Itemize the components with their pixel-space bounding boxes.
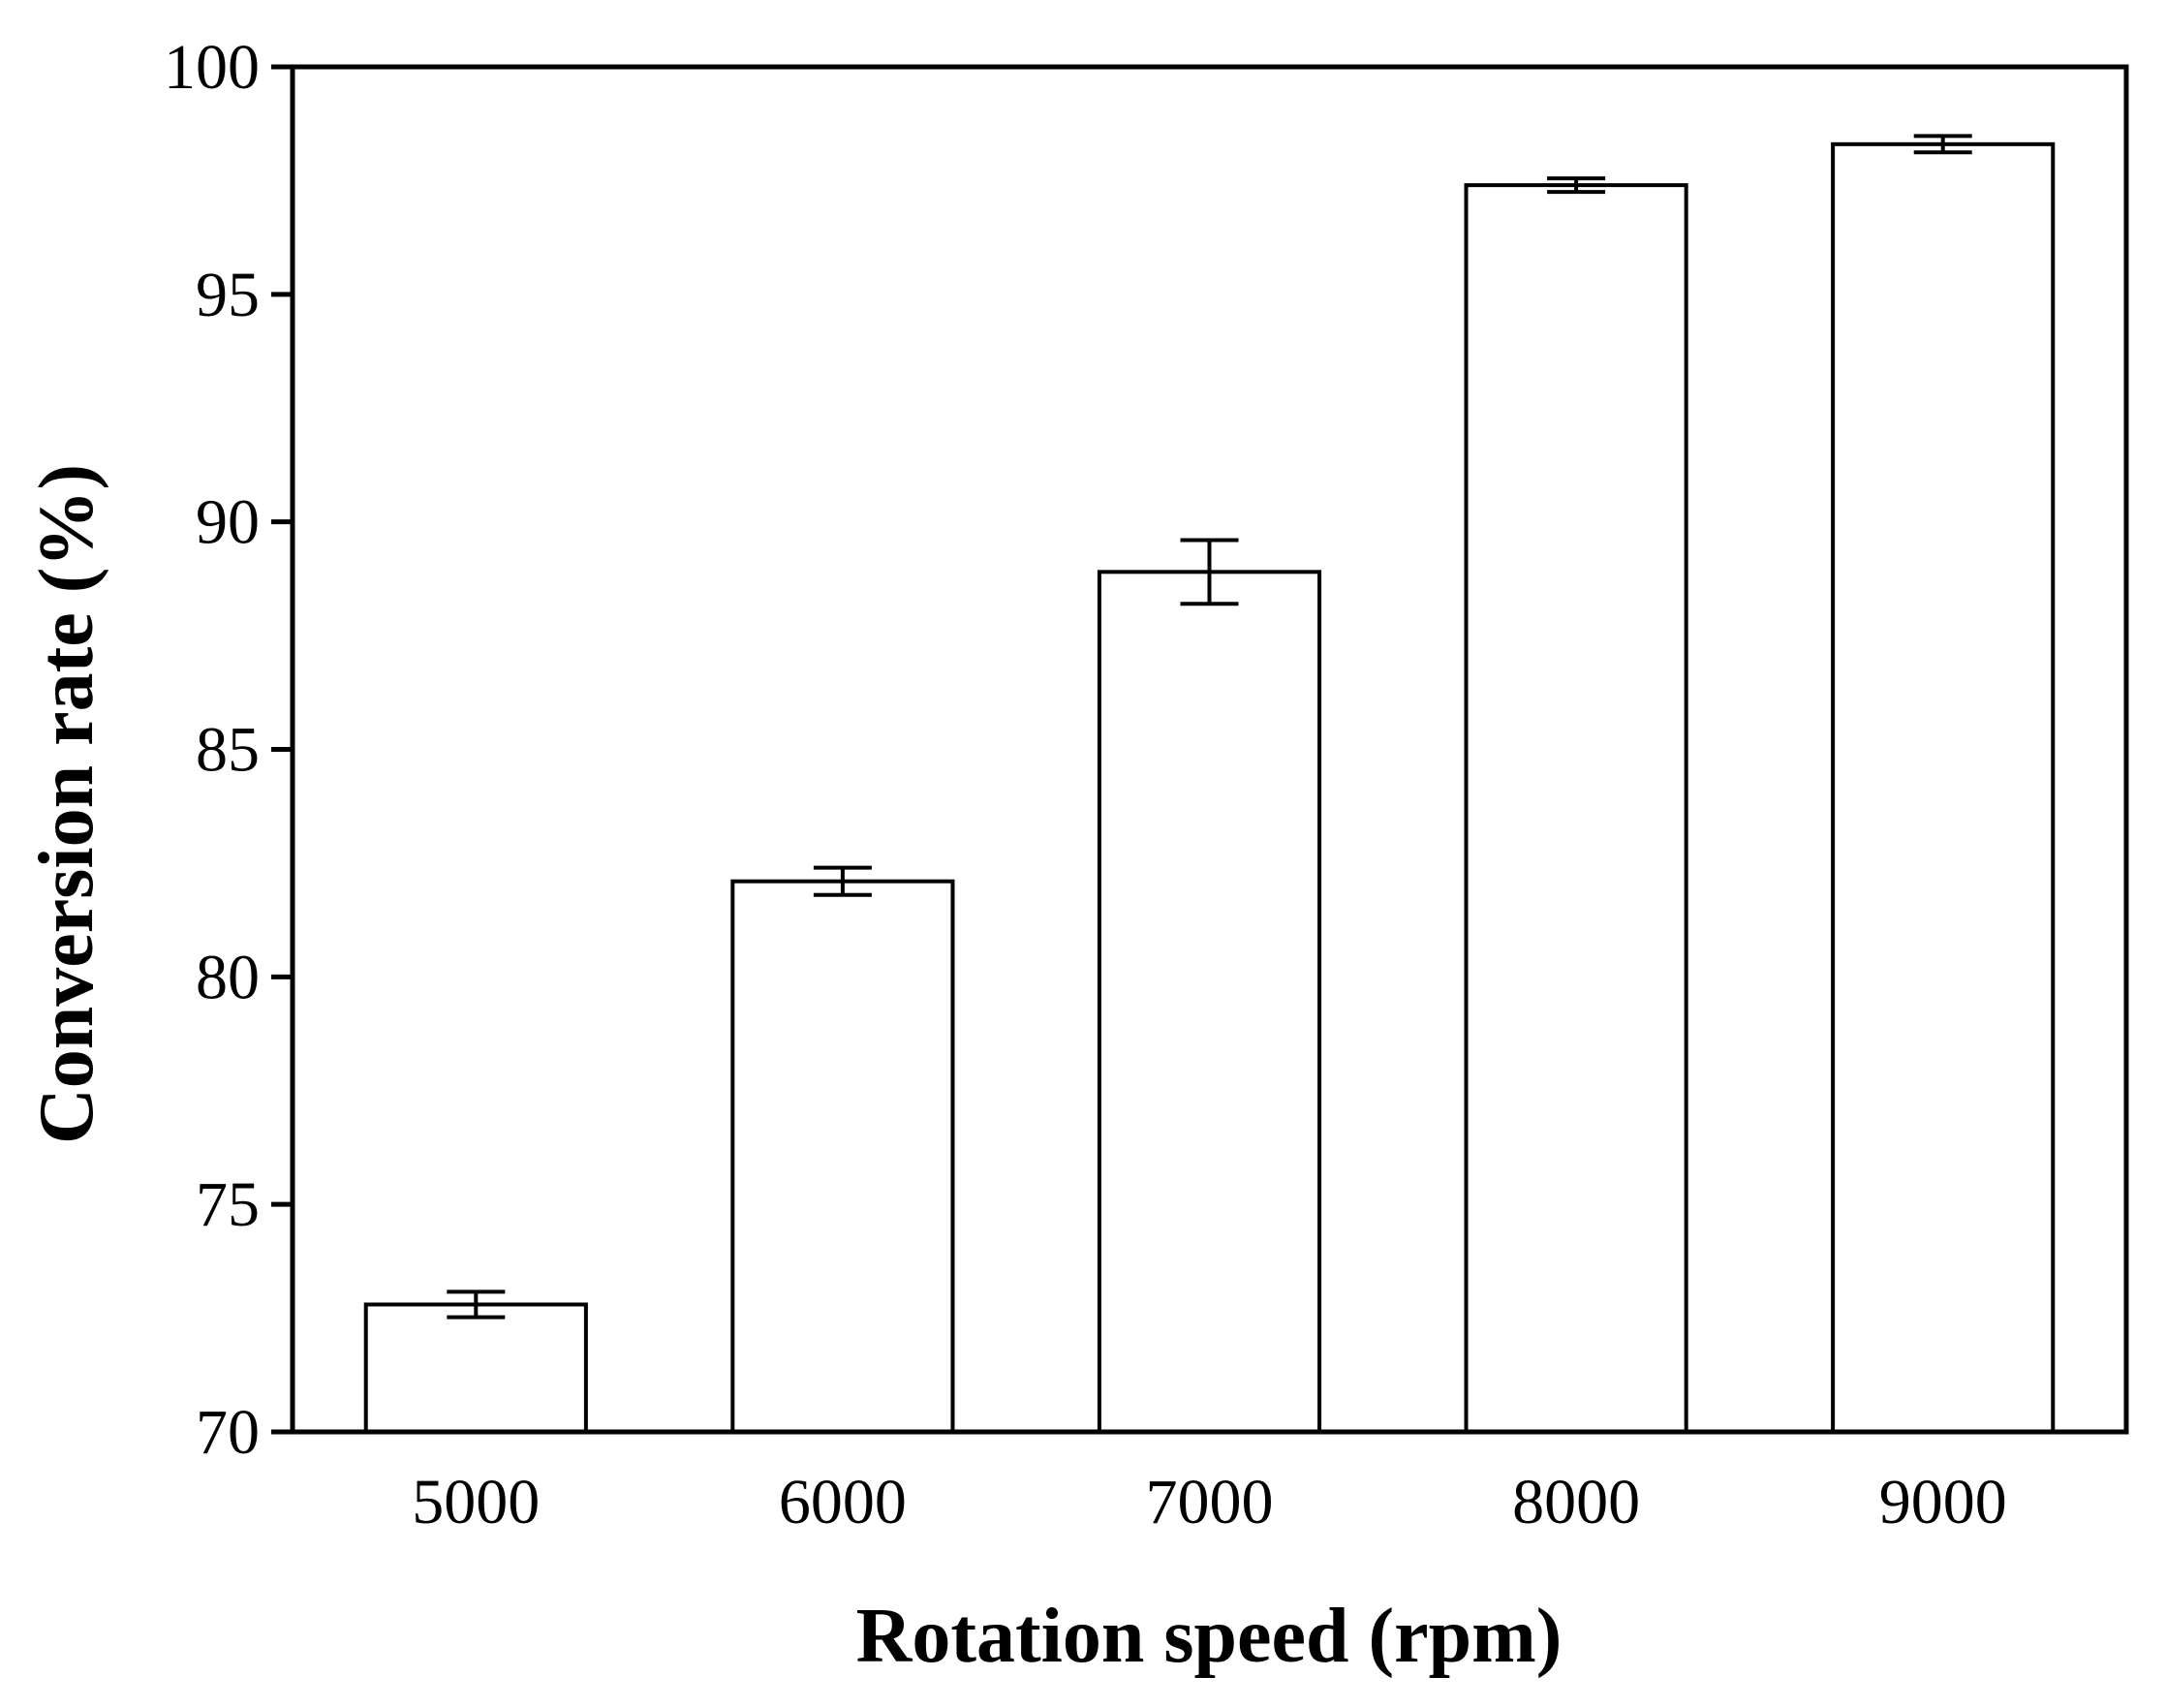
y-tick-label: 85 xyxy=(196,715,260,786)
bars-layer xyxy=(363,141,2056,1435)
bar-6000 xyxy=(730,879,955,1434)
x-tick-label-7000: 7000 xyxy=(1146,1467,1274,1537)
bar-9000 xyxy=(1831,141,2056,1434)
y-tick-label: 75 xyxy=(196,1169,260,1240)
x-axis-ticks: 5000 6000 7000 8000 9000 xyxy=(412,1467,2006,1537)
bar-8000 xyxy=(1464,183,1688,1435)
bar-7000 xyxy=(1097,570,1322,1434)
error-bar-8000 xyxy=(1547,176,1606,195)
error-bar-7000 xyxy=(1180,538,1239,606)
x-axis-title: Rotation speed (rpm) xyxy=(856,1594,1563,1679)
y-axis-title: Conversion rate (%) xyxy=(24,464,109,1144)
x-tick-label-8000: 8000 xyxy=(1512,1467,1640,1537)
x-tick-label-5000: 5000 xyxy=(412,1467,540,1537)
y-tick-label: 95 xyxy=(196,260,260,330)
y-tick-label: 90 xyxy=(196,487,260,558)
y-tick-label: 70 xyxy=(196,1397,260,1468)
error-bar-6000 xyxy=(813,865,872,897)
y-tick-label: 100 xyxy=(164,32,260,103)
x-tick-label-9000: 9000 xyxy=(1879,1467,2007,1537)
x-tick-label-6000: 6000 xyxy=(779,1467,907,1537)
bar-5000 xyxy=(363,1302,588,1434)
y-tick-label: 80 xyxy=(196,942,260,1012)
error-bar-9000 xyxy=(1913,134,1972,155)
error-bar-5000 xyxy=(447,1289,506,1320)
y-axis-ticks: 70 75 80 85 90 95 100 xyxy=(164,32,293,1468)
error-bars-layer xyxy=(447,134,1972,1320)
